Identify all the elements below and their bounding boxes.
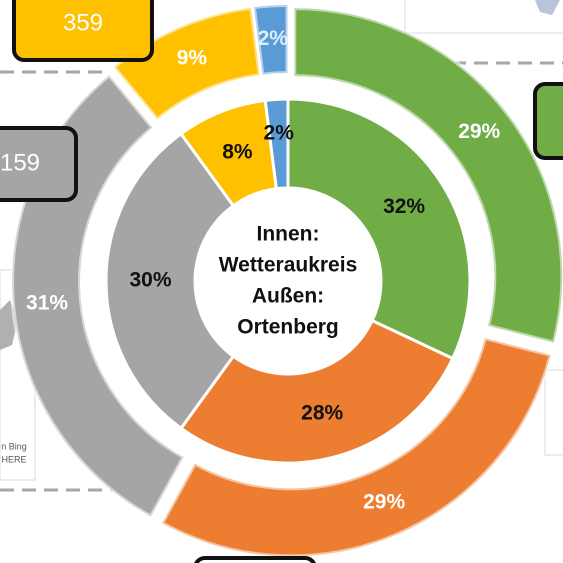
donut-slice	[251, 3, 290, 77]
center-text: Innen:	[257, 223, 320, 246]
data-label: 2%	[264, 121, 295, 144]
map-frame	[404, 0, 563, 34]
data-label: 31%	[26, 291, 68, 314]
data-label: 30%	[129, 269, 171, 292]
callout-box	[12, 0, 154, 62]
data-label: 32%	[383, 195, 425, 218]
map-shape	[535, 0, 560, 15]
map-attribution: HERE	[1, 454, 26, 464]
callout-box	[194, 556, 316, 563]
map-attribution: n Bing	[1, 441, 27, 451]
center-text: Wetteraukreis	[219, 254, 358, 277]
callout-value: 359	[63, 9, 103, 36]
center-label: Innen: Wetteraukreis Außen: Ortenberg	[219, 223, 358, 339]
donut-slice	[159, 335, 554, 559]
map-frame	[544, 369, 563, 456]
data-label: 29%	[458, 120, 500, 143]
center-text: Ortenberg	[237, 316, 339, 339]
callout-box	[0, 126, 78, 202]
data-label: 28%	[301, 402, 343, 425]
donut-slice	[292, 6, 563, 346]
callout-box	[533, 82, 563, 160]
data-label: 9%	[177, 46, 208, 69]
callout-value: 159	[0, 149, 40, 176]
donut-hole	[195, 188, 381, 374]
data-label: 8%	[222, 141, 253, 164]
data-label: 29%	[363, 491, 405, 514]
center-text: Außen:	[252, 285, 324, 308]
data-label: 2%	[258, 27, 289, 50]
